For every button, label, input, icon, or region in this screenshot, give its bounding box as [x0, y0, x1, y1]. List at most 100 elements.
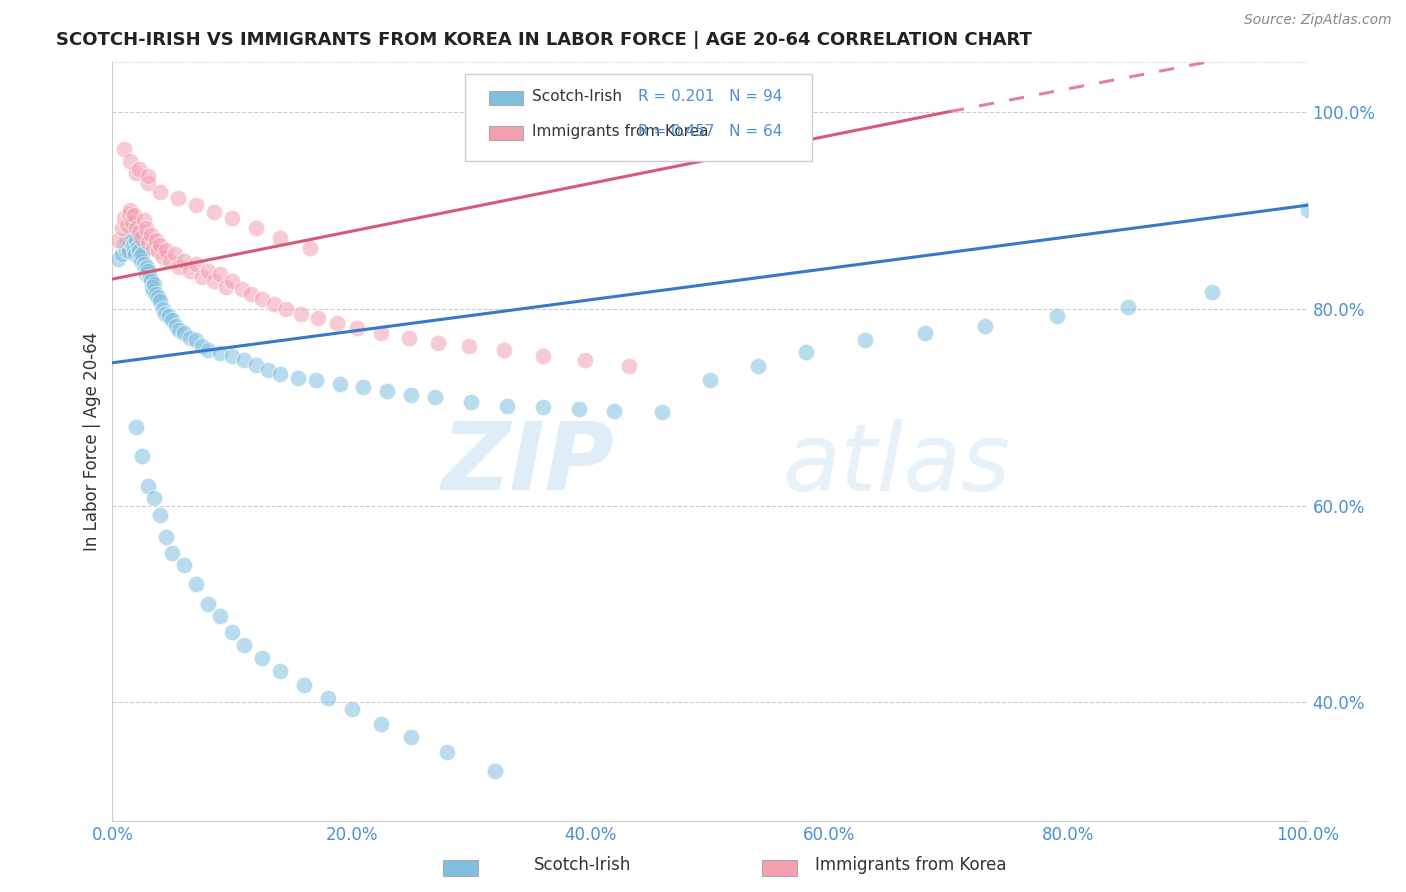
Point — [1046, 310, 1069, 324]
Point — [129, 230, 152, 244]
Point — [221, 349, 243, 363]
Point — [747, 359, 769, 373]
Point — [250, 651, 273, 665]
Point — [173, 254, 195, 268]
Point — [1296, 203, 1319, 218]
Point — [426, 336, 449, 351]
Point — [794, 345, 817, 359]
Point — [233, 639, 256, 653]
Point — [186, 333, 208, 347]
Point — [191, 339, 214, 353]
Point — [120, 153, 142, 168]
Point — [118, 244, 141, 259]
Point — [142, 284, 165, 298]
Point — [132, 257, 155, 271]
Point — [121, 230, 143, 244]
Point — [121, 237, 143, 252]
Point — [221, 211, 243, 225]
Point — [149, 293, 172, 308]
Point — [484, 764, 506, 779]
Point — [128, 161, 150, 176]
Point — [120, 203, 142, 218]
Point — [155, 243, 177, 257]
Point — [131, 450, 153, 464]
Point — [974, 319, 997, 334]
Point — [169, 260, 191, 275]
Point — [135, 220, 157, 235]
Point — [245, 220, 267, 235]
Point — [186, 198, 208, 212]
Point — [120, 227, 142, 242]
Point — [250, 292, 273, 306]
Point — [128, 225, 150, 239]
Point — [531, 349, 554, 363]
Point — [125, 166, 148, 180]
Text: R = 0.457   N = 64: R = 0.457 N = 64 — [638, 124, 783, 139]
Point — [494, 343, 516, 357]
Point — [121, 215, 143, 229]
Point — [162, 313, 183, 327]
Point — [221, 624, 243, 639]
Point — [603, 404, 626, 418]
Point — [191, 270, 214, 285]
Point — [115, 233, 138, 247]
Point — [165, 319, 187, 334]
Point — [274, 301, 297, 316]
Point — [169, 323, 191, 337]
Point — [138, 270, 160, 285]
Point — [138, 264, 160, 278]
Text: Immigrants from Korea: Immigrants from Korea — [815, 856, 1007, 874]
Point — [574, 352, 596, 367]
Point — [129, 254, 152, 268]
Point — [568, 402, 591, 417]
Point — [307, 311, 329, 326]
Point — [146, 244, 169, 259]
Point — [231, 282, 253, 296]
Text: Immigrants from Korea: Immigrants from Korea — [531, 124, 709, 139]
Text: R = 0.201   N = 94: R = 0.201 N = 94 — [638, 89, 783, 104]
Point — [209, 267, 232, 281]
Text: Scotch-Irish: Scotch-Irish — [534, 856, 631, 874]
Point — [457, 339, 479, 353]
Point — [134, 262, 156, 277]
Point — [179, 264, 201, 278]
Point — [139, 227, 162, 242]
Point — [117, 241, 139, 255]
Point — [179, 331, 201, 345]
Point — [370, 326, 392, 341]
Point — [115, 218, 138, 232]
Point — [125, 233, 148, 247]
Point — [329, 377, 352, 392]
Point — [136, 260, 159, 275]
Point — [111, 247, 134, 261]
Point — [138, 479, 160, 493]
Point — [326, 317, 349, 331]
Point — [316, 690, 339, 705]
Point — [114, 237, 135, 252]
Point — [153, 306, 176, 320]
Point — [114, 142, 135, 156]
Point — [186, 257, 208, 271]
Point — [460, 395, 482, 409]
Point — [143, 491, 166, 505]
Point — [233, 352, 256, 367]
Point — [157, 310, 180, 324]
Point — [139, 274, 162, 288]
Point — [138, 235, 160, 249]
Point — [263, 296, 285, 310]
Point — [163, 247, 186, 261]
FancyBboxPatch shape — [465, 74, 811, 161]
Point — [143, 277, 166, 291]
Y-axis label: In Labor Force | Age 20-64: In Labor Force | Age 20-64 — [83, 332, 101, 551]
Point — [149, 508, 172, 523]
Point — [173, 558, 195, 572]
Point — [152, 251, 174, 265]
Point — [346, 321, 368, 335]
Point — [114, 211, 135, 225]
Point — [377, 384, 399, 399]
Text: atlas: atlas — [782, 418, 1010, 510]
Point — [152, 301, 174, 316]
Point — [209, 608, 232, 623]
Point — [269, 230, 291, 244]
Text: Scotch-Irish: Scotch-Irish — [531, 89, 621, 104]
